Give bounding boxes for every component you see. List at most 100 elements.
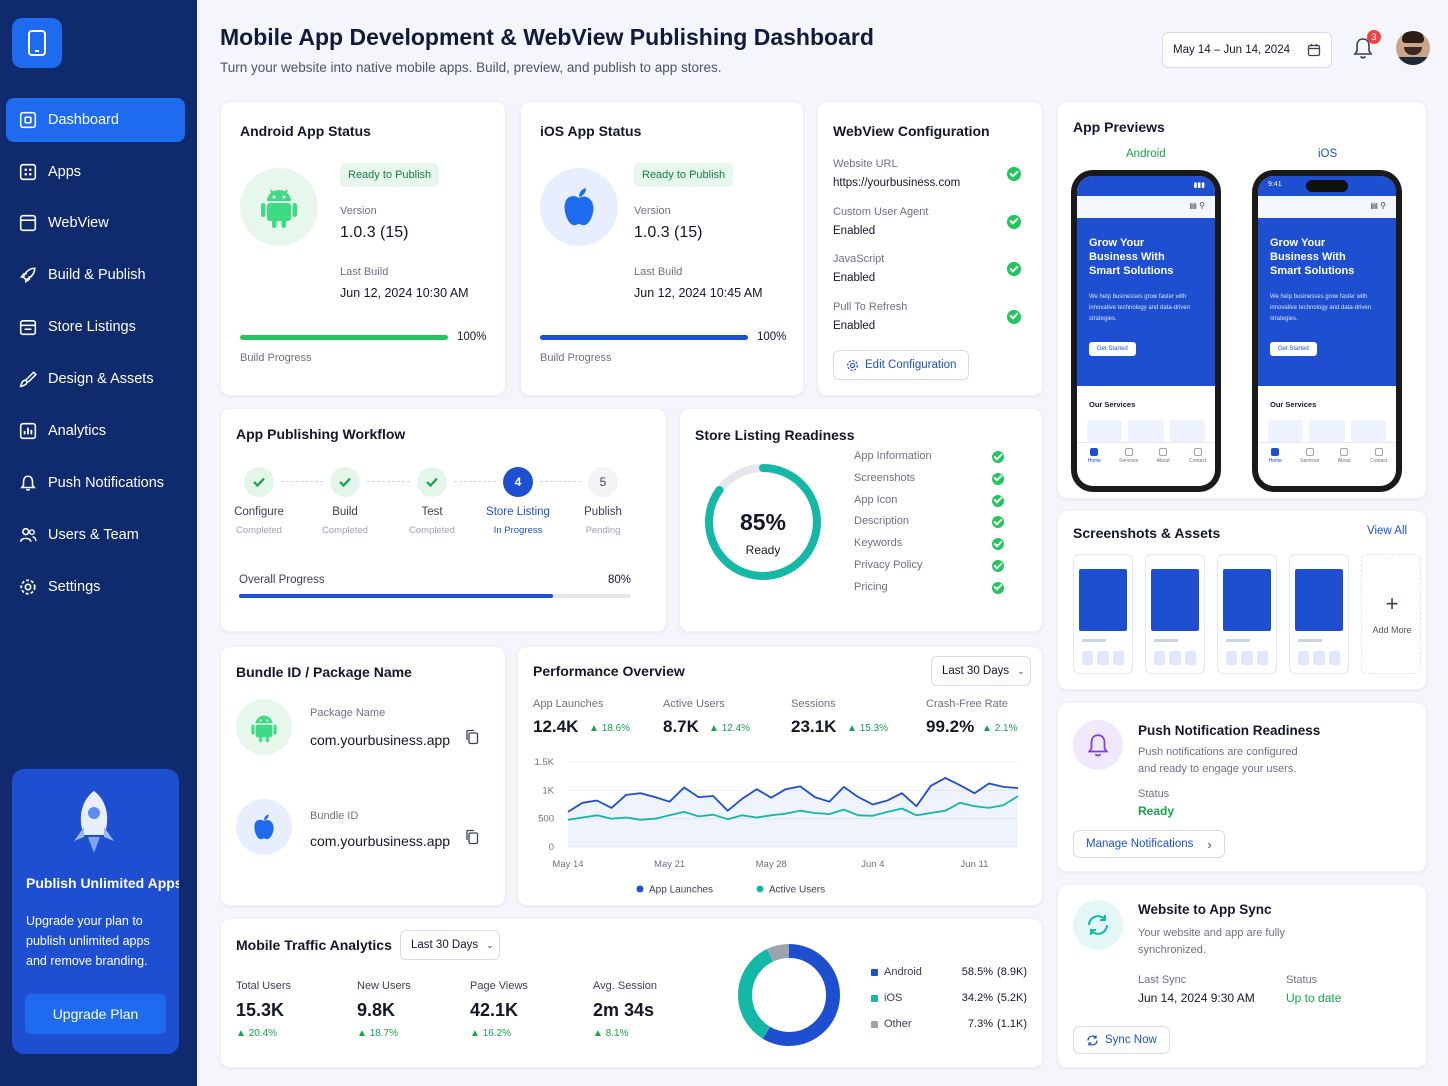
dashboard-icon bbox=[19, 111, 37, 129]
card-title: App Publishing Workflow bbox=[236, 426, 406, 442]
sidebar-item-apps[interactable]: Apps bbox=[6, 150, 185, 194]
edit-configuration-label: Edit Configuration bbox=[865, 359, 957, 371]
screenshot-thumbnail[interactable] bbox=[1217, 554, 1277, 674]
phone-icon bbox=[28, 30, 46, 56]
android-logo-circle bbox=[236, 699, 292, 755]
get-started-button[interactable]: Get Started bbox=[1270, 342, 1317, 356]
sidebar-item-label: Build & Publish bbox=[48, 267, 146, 283]
step-connector bbox=[281, 481, 323, 482]
step-publish-number: 5 bbox=[588, 467, 618, 497]
copy-icon[interactable] bbox=[465, 729, 479, 745]
step-label[interactable]: Configure bbox=[234, 506, 284, 518]
sync-now-button[interactable]: Sync Now bbox=[1073, 1026, 1170, 1054]
sidebar-item-label: Dashboard bbox=[48, 112, 119, 128]
sidebar-item-settings[interactable]: Settings bbox=[6, 565, 185, 609]
step-label[interactable]: Build bbox=[332, 506, 358, 518]
legend-count: (1.1K) bbox=[997, 1018, 1027, 1030]
config-label: Pull To Refresh bbox=[833, 300, 908, 313]
menu-icons: ▤ ⚲ bbox=[1370, 201, 1386, 210]
metric-label: Sessions bbox=[791, 698, 836, 710]
check-icon bbox=[992, 494, 1004, 507]
bottom-tab[interactable]: About bbox=[1327, 447, 1362, 464]
build-progress-bar bbox=[240, 335, 448, 340]
traffic-metric-label: Page Views bbox=[470, 980, 528, 992]
sidebar-item-dashboard[interactable]: Dashboard bbox=[6, 98, 185, 142]
get-started-button[interactable]: Get Started bbox=[1089, 342, 1136, 356]
edit-configuration-button[interactable]: Edit Configuration bbox=[833, 350, 970, 380]
readiness-item: App Icon bbox=[854, 493, 898, 506]
performance-range-select[interactable]: Last 30 Days ⌄ bbox=[931, 656, 1031, 686]
traffic-metric-value: 9.8K bbox=[357, 1000, 396, 1020]
legend-label: Android bbox=[884, 966, 922, 978]
traffic-metric-label: New Users bbox=[357, 980, 411, 992]
version-label: Version bbox=[340, 205, 377, 217]
last-sync-label: Last Sync bbox=[1138, 974, 1187, 986]
chevron-right-icon: › bbox=[1207, 836, 1212, 852]
screenshot-thumbnail[interactable] bbox=[1289, 554, 1349, 674]
step-label[interactable]: Store Listing bbox=[486, 506, 550, 518]
step-status: Pending bbox=[585, 525, 621, 536]
config-value: https://yourbusiness.com bbox=[833, 177, 961, 189]
bottom-tab[interactable]: Services bbox=[1293, 447, 1328, 464]
traffic-range-select[interactable]: Last 30 Days ⌄ bbox=[400, 930, 500, 960]
y-tick-label: 1K bbox=[542, 785, 554, 796]
sidebar-item-design-assets[interactable]: Design & Assets bbox=[6, 357, 185, 401]
package-name-label: Package Name bbox=[310, 707, 386, 719]
y-tick-label: 0 bbox=[549, 842, 554, 853]
x-tick-label: Jun 4 bbox=[861, 859, 884, 870]
sidebar-item-analytics[interactable]: Analytics bbox=[6, 409, 185, 453]
bottom-tab-bar: Home Services About Contact bbox=[1077, 442, 1215, 468]
build-progress-label: Build Progress bbox=[240, 352, 312, 364]
performance-line-chart: 0 500 1K 1.5K May 14 May 21 May 28 Jun 4 Jun 11 A… bbox=[534, 757, 1019, 896]
sidebar-item-users-team[interactable]: Users & Team bbox=[6, 513, 185, 557]
bottom-tab[interactable]: Home bbox=[1077, 447, 1112, 464]
view-all-link[interactable]: View All bbox=[1367, 525, 1408, 537]
hero-text: We help businesses grow faster with inno… bbox=[1270, 294, 1372, 322]
step-label[interactable]: Test bbox=[421, 506, 443, 518]
check-icon bbox=[992, 516, 1004, 529]
upgrade-plan-button[interactable]: Upgrade Plan bbox=[25, 994, 166, 1034]
screenshot-thumbnail[interactable] bbox=[1073, 554, 1133, 674]
sidebar-item-push-notifications[interactable]: Push Notifications bbox=[6, 461, 185, 505]
bottom-tab[interactable]: Contact bbox=[1181, 447, 1216, 464]
screenshot-thumbnail[interactable] bbox=[1145, 554, 1205, 674]
ios-phone-preview: 9:41 ▤ ⚲ Grow Your Business With Smart S… bbox=[1252, 170, 1402, 492]
upgrade-promo: Publish Unlimited Apps Upgrade your plan… bbox=[12, 769, 179, 1054]
step-status: Completed bbox=[236, 525, 282, 536]
bottom-tab[interactable]: Contact bbox=[1362, 447, 1397, 464]
last-build-value: Jun 12, 2024 10:30 AM bbox=[340, 286, 469, 300]
build-progress-pct: 100% bbox=[757, 331, 787, 343]
traffic-metric-value: 2m 34s bbox=[593, 1000, 655, 1020]
x-tick-label: Jun 11 bbox=[961, 859, 989, 870]
avatar[interactable] bbox=[1396, 31, 1430, 65]
traffic-metric-label: Total Users bbox=[236, 980, 292, 992]
legend-swatch bbox=[871, 1021, 878, 1028]
bottom-tab[interactable]: About bbox=[1146, 447, 1181, 464]
legend-marker bbox=[756, 885, 764, 893]
manage-notifications-button[interactable]: Manage Notifications › bbox=[1073, 830, 1225, 858]
metric-change: ▲ 12.4% bbox=[709, 723, 751, 734]
chevron-down-icon: ⌄ bbox=[1017, 665, 1025, 676]
bundle-id-value: com.yourbusiness.app bbox=[310, 833, 451, 849]
check-icon bbox=[992, 451, 1004, 463]
promo-text: Upgrade your plan to publish unlimited a… bbox=[26, 914, 150, 968]
copy-icon[interactable] bbox=[465, 829, 479, 845]
card-title: Screenshots & Assets bbox=[1073, 525, 1221, 541]
date-range-picker[interactable]: May 14 – Jun 14, 2024 bbox=[1162, 32, 1332, 68]
add-more-tile[interactable]: + Add More bbox=[1361, 554, 1421, 674]
build-progress-fill bbox=[540, 335, 748, 340]
notifications-button[interactable]: 3 bbox=[1352, 30, 1381, 62]
menu-icons: ▤ ⚲ bbox=[1189, 201, 1205, 210]
sidebar-item-webview[interactable]: WebView bbox=[6, 201, 185, 245]
bottom-tab[interactable]: Home bbox=[1258, 447, 1293, 464]
manage-notifications-label: Manage Notifications bbox=[1086, 838, 1194, 850]
config-label: Custom User Agent bbox=[833, 205, 929, 218]
app-logo[interactable] bbox=[12, 18, 62, 68]
check-icon bbox=[1007, 309, 1021, 324]
sidebar-item-build-publish[interactable]: Build & Publish bbox=[6, 253, 185, 297]
sidebar-item-store-listings[interactable]: Store Listings bbox=[6, 305, 185, 349]
bottom-tab[interactable]: Services bbox=[1112, 447, 1147, 464]
status-time: 9:41 bbox=[1268, 181, 1282, 188]
step-label[interactable]: Publish bbox=[584, 506, 622, 518]
metric-label: Crash-Free Rate bbox=[926, 698, 1008, 710]
